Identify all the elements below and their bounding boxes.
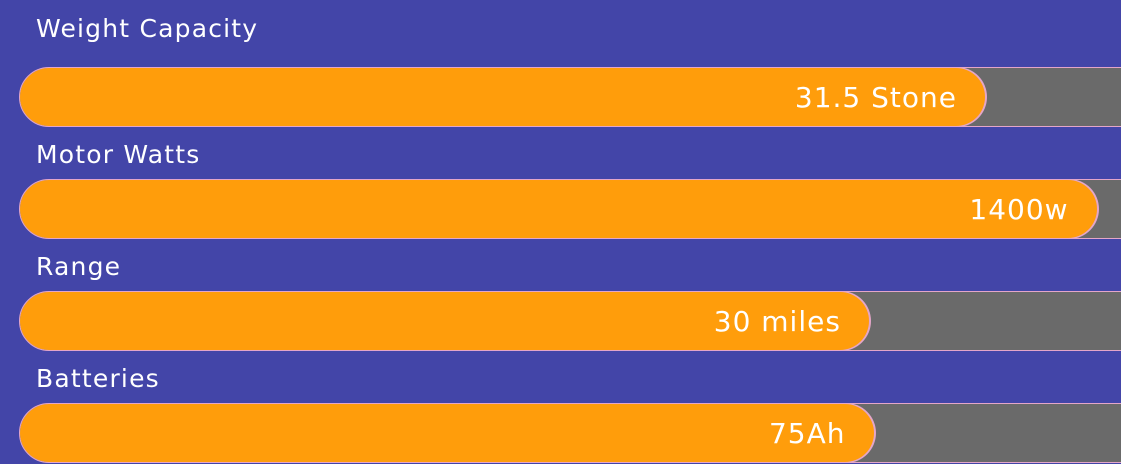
progress-bar-weight-capacity: 31.5 Stone [19,67,1121,127]
progress-bar-range: 30 miles [19,291,1121,351]
progress-bar-batteries: 75Ah [19,403,1121,463]
spec-label-weight-capacity: Weight Capacity [36,14,259,43]
progress-fill-motor-watts: 1400w [20,180,1097,238]
progress-bar-motor-watts: 1400w [19,179,1121,239]
spec-label-batteries: Batteries [36,364,160,393]
progress-fill-weight-capacity: 31.5 Stone [20,68,986,126]
spec-value-motor-watts: 1400w [969,192,1069,226]
progress-fill-range: 30 miles [20,292,869,350]
progress-fill-batteries: 75Ah [20,404,874,462]
spec-value-range: 30 miles [713,304,841,338]
spec-label-motor-watts: Motor Watts [36,140,201,169]
spec-value-weight-capacity: 31.5 Stone [794,80,958,114]
spec-value-batteries: 75Ah [768,416,846,450]
spec-label-range: Range [36,252,122,281]
